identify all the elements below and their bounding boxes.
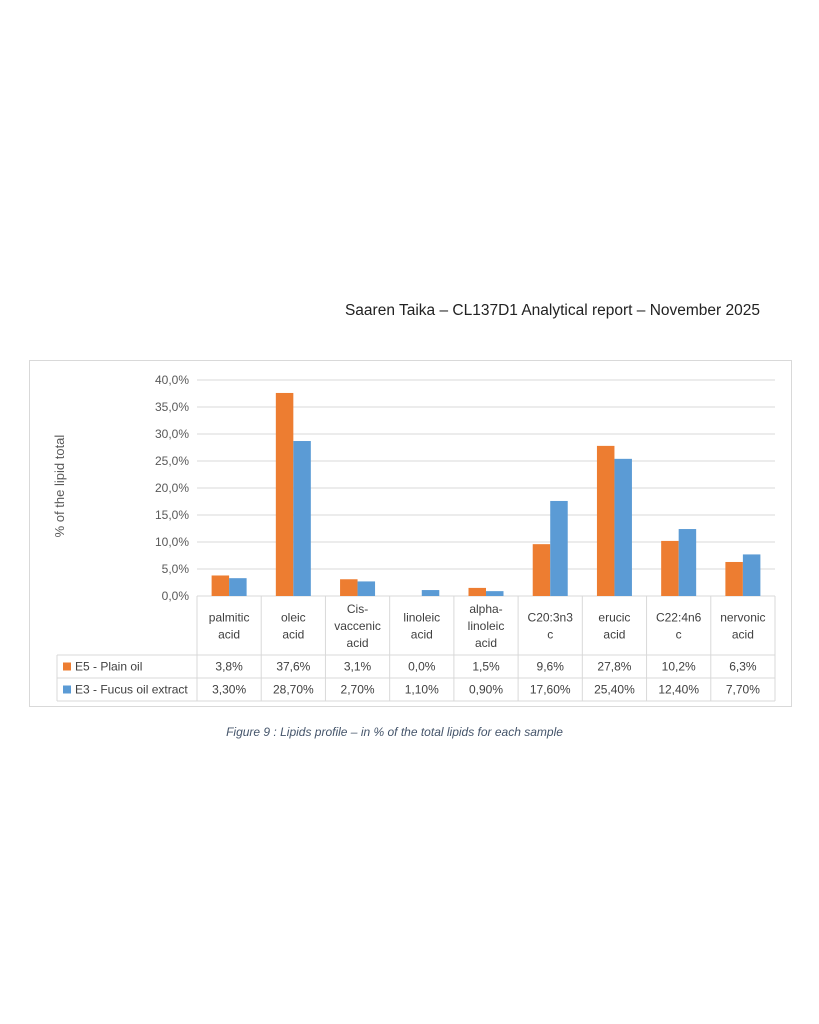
category-label: acid — [282, 628, 304, 642]
category-label: Cis- — [347, 602, 368, 616]
data-label: 25,40% — [594, 683, 635, 697]
category-label: C20:3n3 — [528, 611, 574, 625]
category-label: C22:4n6 — [656, 611, 702, 625]
data-label: 0,0% — [408, 660, 436, 674]
category-label: erucic — [598, 611, 630, 625]
data-label: 10,2% — [662, 660, 696, 674]
y-axis-ticks: 0,0% 5,0% 10,0% 15,0% 20,0% 25,0% 30,0% 35,0% 40… — [155, 373, 189, 603]
category-label: acid — [411, 628, 433, 642]
y-tick-label: 35,0% — [155, 400, 189, 414]
data-label: 17,60% — [530, 683, 571, 697]
legend-label: E5 - Plain oil — [75, 660, 142, 674]
bar — [293, 441, 311, 596]
bar — [357, 581, 376, 596]
data-label: 27,8% — [597, 660, 631, 674]
y-axis-title: % of the lipid total — [52, 435, 67, 538]
data-label: 12,40% — [658, 683, 699, 697]
data-label: 37,6% — [276, 660, 310, 674]
category-label: c — [676, 628, 682, 642]
data-label: 3,1% — [344, 660, 372, 674]
bar — [742, 554, 761, 596]
data-label: 1,10% — [405, 683, 439, 697]
bar — [596, 445, 615, 596]
category-label: acid — [347, 636, 369, 650]
chart-container: 0,0% 5,0% 10,0% 15,0% 20,0% 25,0% 30,0% 35,0% 40… — [29, 360, 792, 707]
data-label: 28,70% — [273, 683, 314, 697]
category-label: alpha- — [469, 602, 502, 616]
legend-label: E3 - Fucus oil extract — [75, 683, 188, 697]
y-tick-label: 30,0% — [155, 427, 189, 441]
y-tick-label: 25,0% — [155, 454, 189, 468]
data-label: 0,90% — [469, 683, 503, 697]
y-tick-label: 5,0% — [162, 562, 190, 576]
category-label: acid — [475, 636, 497, 650]
lipid-bar-chart: 0,0% 5,0% 10,0% 15,0% 20,0% 25,0% 30,0% 35,0% 40… — [52, 373, 776, 702]
bar — [486, 591, 504, 596]
data-label: 9,6% — [537, 660, 565, 674]
data-label: 1,5% — [472, 660, 500, 674]
data-label: 6,3% — [729, 660, 757, 674]
bar — [229, 578, 247, 596]
category-label: acid — [218, 628, 240, 642]
y-tick-label: 10,0% — [155, 535, 189, 549]
bars — [211, 392, 761, 596]
data-label: 2,70% — [341, 683, 375, 697]
bar — [468, 587, 486, 596]
bar — [211, 575, 230, 596]
legend-swatch — [63, 662, 71, 671]
category-label: palmitic — [209, 611, 250, 625]
figure-caption: Figure 9 : Lipids profile – in % of the … — [226, 725, 563, 739]
category-label: oleic — [281, 611, 306, 625]
legend-swatch — [63, 685, 71, 694]
data-label: 7,70% — [726, 683, 760, 697]
category-label: acid — [732, 628, 754, 642]
category-label: acid — [603, 628, 625, 642]
bar — [421, 590, 440, 596]
data-label: 3,30% — [212, 683, 246, 697]
report-header: Saaren Taika – CL137D1 Analytical report… — [344, 302, 760, 319]
y-tick-label: 20,0% — [155, 481, 189, 495]
bar — [678, 529, 697, 596]
category-label: nervonic — [720, 611, 765, 625]
category-label: vaccenic — [334, 619, 381, 633]
bar — [661, 540, 679, 596]
category-label: linoleic — [403, 611, 440, 625]
y-tick-label: 40,0% — [155, 373, 189, 387]
data-table: palmitic acid oleic acid Cis-vaccenic acid lin… — [56, 596, 776, 702]
bar — [614, 458, 632, 596]
bar — [550, 500, 568, 596]
category-label: linoleic — [468, 619, 505, 633]
data-label: 3,8% — [215, 660, 243, 674]
category-label: c — [547, 628, 553, 642]
bar — [532, 544, 551, 596]
y-tick-label: 15,0% — [155, 508, 189, 522]
bar — [340, 579, 358, 596]
bar — [725, 561, 743, 596]
y-tick-label: 0,0% — [162, 589, 190, 603]
bar — [275, 392, 294, 596]
